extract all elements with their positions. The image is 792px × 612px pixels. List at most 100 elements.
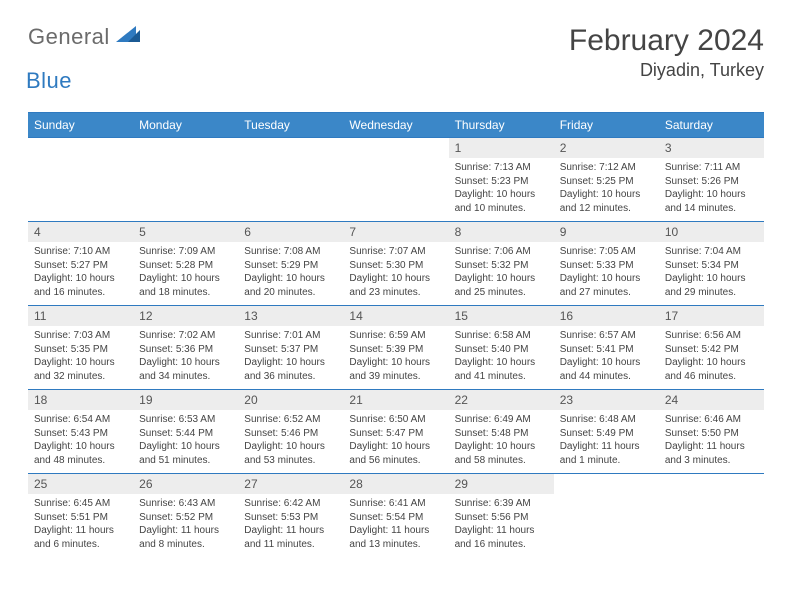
day-number: 10 [659,222,764,242]
calendar-cell: 24 Sunrise: 6:46 AMSunset: 5:50 PMDayligh… [659,389,764,473]
day-details: Sunrise: 7:05 AMSunset: 5:33 PMDaylight:… [554,245,659,299]
weekday-tuesday: Tuesday [238,113,343,137]
day-number: 20 [238,390,343,410]
day-details: Sunrise: 7:12 AMSunset: 5:25 PMDaylight:… [554,161,659,215]
header: General Blue February 2024 Diyadin, Turk… [28,24,764,94]
day-number: 21 [343,390,448,410]
day-details: Sunrise: 7:11 AMSunset: 5:26 PMDaylight:… [659,161,764,215]
day-details: Sunrise: 6:46 AMSunset: 5:50 PMDaylight:… [659,413,764,467]
calendar-cell: 23 Sunrise: 6:48 AMSunset: 5:49 PMDayligh… [554,389,659,473]
calendar-cell: 6 Sunrise: 7:08 AMSunset: 5:29 PMDaylight… [238,221,343,305]
day-number: 13 [238,306,343,326]
calendar-cell: 12Sunrise: 7:02 AMSunset: 5:36 PMDayligh… [133,305,238,389]
day-details: Sunrise: 6:57 AMSunset: 5:41 PMDaylight:… [554,329,659,383]
day-details: Sunrise: 7:04 AMSunset: 5:34 PMDaylight:… [659,245,764,299]
day-number: 18 [28,390,133,410]
day-details: Sunrise: 6:54 AMSunset: 5:43 PMDaylight:… [28,413,133,467]
day-number: 14 [343,306,448,326]
day-details: Sunrise: 6:48 AMSunset: 5:49 PMDaylight:… [554,413,659,467]
day-number: 8 [449,222,554,242]
calendar-cell: 4 Sunrise: 7:10 AMSunset: 5:27 PMDaylight… [28,221,133,305]
day-details: Sunrise: 6:53 AMSunset: 5:44 PMDaylight:… [133,413,238,467]
calendar-cell: 19 Sunrise: 6:53 AMSunset: 5:44 PMDayligh… [133,389,238,473]
day-number: 29 [449,474,554,494]
day-details: Sunrise: 7:13 AMSunset: 5:23 PMDaylight:… [449,161,554,215]
calendar-cell: 13 Sunrise: 7:01 AMSunset: 5:37 PMDayligh… [238,305,343,389]
day-details: Sunrise: 7:09 AMSunset: 5:28 PMDaylight:… [133,245,238,299]
day-details: Sunrise: 6:50 AMSunset: 5:47 PMDaylight:… [343,413,448,467]
calendar-cell: 1 Sunrise: 7:13 AMSunset: 5:23 PMDaylight… [449,137,554,221]
logo-text-general: General [28,24,110,49]
calendar-cell: 21 Sunrise: 6:50 AMSunset: 5:47 PMDayligh… [343,389,448,473]
day-number: 22 [449,390,554,410]
day-details: Sunrise: 6:43 AMSunset: 5:52 PMDaylight:… [133,497,238,551]
calendar-cell: 20Sunrise: 6:52 AMSunset: 5:46 PMDayligh… [238,389,343,473]
day-number: 25 [28,474,133,494]
logo: General Blue [28,24,140,94]
calendar-cell [343,137,448,221]
weekday-monday: Monday [133,113,238,137]
day-details: Sunrise: 6:41 AMSunset: 5:54 PMDaylight:… [343,497,448,551]
day-details: Sunrise: 7:10 AMSunset: 5:27 PMDaylight:… [28,245,133,299]
day-number: 24 [659,390,764,410]
day-number: 12 [133,306,238,326]
title-block: February 2024 Diyadin, Turkey [569,24,764,81]
weekday-sunday: Sunday [28,113,133,137]
day-number: 23 [554,390,659,410]
day-number: 1 [449,138,554,158]
calendar-cell: 8 Sunrise: 7:06 AMSunset: 5:32 PMDaylight… [449,221,554,305]
day-details: Sunrise: 7:06 AMSunset: 5:32 PMDaylight:… [449,245,554,299]
day-number: 17 [659,306,764,326]
day-number: 2 [554,138,659,158]
calendar-cell: 5 Sunrise: 7:09 AMSunset: 5:28 PMDaylight… [133,221,238,305]
calendar-cell: 7Sunrise: 7:07 AMSunset: 5:30 PMDaylight… [343,221,448,305]
calendar-cell: 3 Sunrise: 7:11 AMSunset: 5:26 PMDaylight… [659,137,764,221]
calendar-cell: 14 Sunrise: 6:59 AMSunset: 5:39 PMDayligh… [343,305,448,389]
calendar-cell: 27Sunrise: 6:42 AMSunset: 5:53 PMDayligh… [238,473,343,557]
day-number: 19 [133,390,238,410]
calendar-cell: 2 Sunrise: 7:12 AMSunset: 5:25 PMDaylight… [554,137,659,221]
logo-text-blue: Blue [26,68,140,94]
calendar-cell: 9 Sunrise: 7:05 AMSunset: 5:33 PMDaylight… [554,221,659,305]
calendar-cell [554,473,659,557]
day-details: Sunrise: 7:01 AMSunset: 5:37 PMDaylight:… [238,329,343,383]
day-details: Sunrise: 6:59 AMSunset: 5:39 PMDaylight:… [343,329,448,383]
day-number: 27 [238,474,343,494]
day-details: Sunrise: 6:58 AMSunset: 5:40 PMDaylight:… [449,329,554,383]
month-title: February 2024 [569,24,764,58]
weekday-wednesday: Wednesday [343,113,448,137]
day-details: Sunrise: 6:39 AMSunset: 5:56 PMDaylight:… [449,497,554,551]
location: Diyadin, Turkey [569,60,764,81]
calendar-cell: 22 Sunrise: 6:49 AMSunset: 5:48 PMDayligh… [449,389,554,473]
calendar: Sunday Monday Tuesday Wednesday Thursday… [28,112,764,557]
weekday-saturday: Saturday [659,113,764,137]
calendar-header-row: Sunday Monday Tuesday Wednesday Thursday… [28,113,764,137]
day-number: 15 [449,306,554,326]
calendar-cell: 18 Sunrise: 6:54 AMSunset: 5:43 PMDayligh… [28,389,133,473]
day-number: 16 [554,306,659,326]
day-number: 4 [28,222,133,242]
day-number: 3 [659,138,764,158]
calendar-cell: 17 Sunrise: 6:56 AMSunset: 5:42 PMDayligh… [659,305,764,389]
calendar-cell: 10 Sunrise: 7:04 AMSunset: 5:34 PMDayligh… [659,221,764,305]
calendar-cell: 16 Sunrise: 6:57 AMSunset: 5:41 PMDayligh… [554,305,659,389]
day-details: Sunrise: 6:49 AMSunset: 5:48 PMDaylight:… [449,413,554,467]
day-details: Sunrise: 7:03 AMSunset: 5:35 PMDaylight:… [28,329,133,383]
day-number: 9 [554,222,659,242]
calendar-cell [28,137,133,221]
day-number: 6 [238,222,343,242]
day-details: Sunrise: 6:56 AMSunset: 5:42 PMDaylight:… [659,329,764,383]
day-number: 26 [133,474,238,494]
weekday-friday: Friday [554,113,659,137]
calendar-cell: 28 Sunrise: 6:41 AMSunset: 5:54 PMDayligh… [343,473,448,557]
calendar-cell [659,473,764,557]
calendar-cell: 26 Sunrise: 6:43 AMSunset: 5:52 PMDayligh… [133,473,238,557]
day-details: Sunrise: 6:45 AMSunset: 5:51 PMDaylight:… [28,497,133,551]
day-number: 28 [343,474,448,494]
day-details: Sunrise: 7:08 AMSunset: 5:29 PMDaylight:… [238,245,343,299]
day-details: Sunrise: 7:07 AMSunset: 5:30 PMDaylight:… [343,245,448,299]
calendar-cell [133,137,238,221]
day-number: 5 [133,222,238,242]
weekday-thursday: Thursday [449,113,554,137]
logo-triangle-icon [116,31,140,48]
